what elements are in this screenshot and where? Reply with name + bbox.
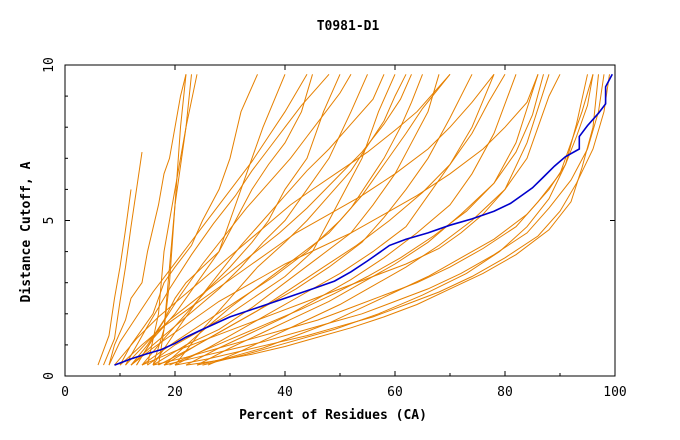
x-tick-label: 40 [277,385,293,400]
x-axis-ticks: 0 20 40 60 80 100 [61,65,627,400]
y-tick-label: 0 [42,372,57,380]
x-tick-label: 20 [167,385,183,400]
background-series-line-36 [125,74,412,366]
background-series-line-23 [125,73,330,366]
background-series-group [97,73,610,366]
background-series-line-0 [158,74,187,366]
background-series-line-33 [202,74,588,366]
y-tick-label: 5 [42,217,57,225]
background-series-line-20 [174,74,407,366]
x-tick-label: 0 [61,385,69,400]
y-axis-ticks: 0 5 10 [42,57,615,380]
background-series-line-15 [174,74,495,366]
y-tick-label: 10 [42,57,57,73]
background-series-line-12 [152,74,440,366]
background-series-line-9 [141,74,341,366]
background-series-line-18 [207,74,550,366]
background-series-line-31 [114,73,451,366]
background-series-line-4 [97,189,132,366]
background-series-line-5 [108,74,187,366]
x-axis-label: Percent of Residues (CA) [239,408,427,423]
background-series-line-37 [158,74,506,366]
background-series-line-13 [141,73,451,366]
background-series-line-29 [130,74,539,366]
background-series-line-32 [196,74,594,366]
background-series-line-27 [174,74,610,366]
background-series-line-30 [119,73,495,366]
background-series-line-6 [119,74,258,366]
background-series-line-2 [147,74,198,366]
background-series-line-35 [108,74,308,366]
chart-title: T0981-D1 [317,19,380,34]
background-series-line-16 [185,74,517,366]
background-series-line-24 [141,74,561,366]
x-tick-label: 80 [497,385,513,400]
highlight-series-group [114,73,614,366]
y-axis-label: Distance Cutoff, A [19,161,34,302]
background-series-line-7 [130,74,286,366]
background-series-line-34 [169,74,544,366]
background-series-line-17 [196,74,539,366]
x-tick-label: 100 [603,385,626,400]
x-tick-label: 60 [387,385,403,400]
background-series-line-19 [163,74,423,366]
highlight-series-line [114,73,614,366]
background-series-line-1 [152,74,192,366]
background-series-line-21 [152,74,385,366]
background-series-line-26 [163,74,605,366]
background-series-line-25 [152,74,594,366]
background-series-line-28 [185,74,599,366]
background-series-line-14 [163,74,473,366]
background-series-line-3 [103,152,143,366]
